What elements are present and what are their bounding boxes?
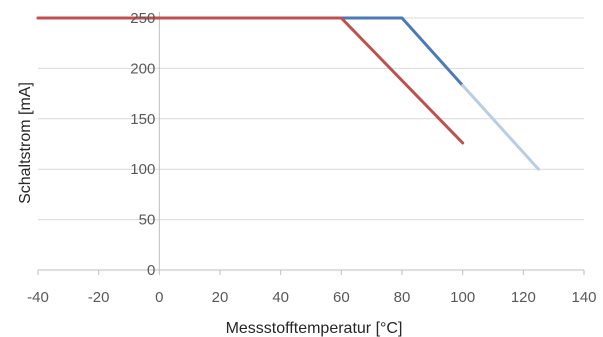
x-tick-label: -20 bbox=[88, 289, 110, 306]
y-tick-label: 250 bbox=[130, 10, 155, 27]
x-tick-label: 140 bbox=[571, 289, 596, 306]
x-tick-label: -40 bbox=[27, 289, 49, 306]
y-tick-label: 150 bbox=[130, 111, 155, 128]
x-tick-label: 80 bbox=[394, 289, 411, 306]
gridlines bbox=[38, 17, 584, 221]
x-tick-label: 20 bbox=[212, 289, 229, 306]
x-axis-title: Messstofftemperatur [°C] bbox=[226, 320, 403, 337]
series-group bbox=[36, 16, 540, 171]
series-line-1 bbox=[461, 84, 540, 171]
x-tick-label: 100 bbox=[450, 289, 475, 306]
x-tick-label: 60 bbox=[333, 289, 350, 306]
series-line-2 bbox=[36, 16, 465, 145]
y-tick-label: 100 bbox=[130, 161, 155, 178]
x-tick-labels: -40 -20 0 20 40 60 80 100 120 140 bbox=[27, 289, 596, 306]
y-tick-label: 0 bbox=[147, 262, 155, 279]
y-tick-label: 200 bbox=[130, 60, 155, 77]
y-tick-labels: 0 50 100 150 200 250 bbox=[130, 10, 155, 279]
axes bbox=[37, 12, 585, 275]
x-tick-label: 40 bbox=[272, 289, 289, 306]
x-tick-label: 0 bbox=[155, 289, 163, 306]
y-axis-title: Schaltstrom [mA] bbox=[17, 82, 34, 204]
x-tick-label: 120 bbox=[511, 289, 536, 306]
y-tick-label: 50 bbox=[139, 212, 156, 229]
